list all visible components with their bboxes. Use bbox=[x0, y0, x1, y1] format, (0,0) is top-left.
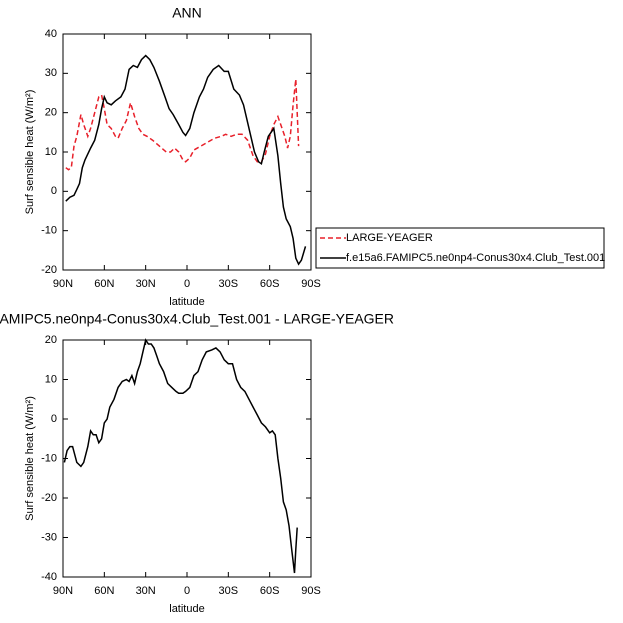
plot-frame bbox=[62, 339, 312, 578]
y-tick-label: 40 bbox=[45, 28, 57, 40]
legend-label: LARGE-YEAGER bbox=[346, 232, 433, 244]
x-tick-label: 90N bbox=[53, 585, 73, 597]
x-tick-label: 0 bbox=[184, 585, 190, 597]
y-tick-label: -40 bbox=[41, 571, 57, 583]
y-tick-label: 0 bbox=[51, 413, 57, 425]
x-tick-label: 30S bbox=[219, 278, 239, 290]
data-line bbox=[65, 54, 307, 266]
y-tick-label: -20 bbox=[41, 492, 57, 504]
x-axis-label: latitude bbox=[169, 296, 204, 308]
x-tick-label: 30N bbox=[136, 585, 156, 597]
y-axis-label: Surf sensible heat (W/m²) bbox=[24, 396, 36, 521]
y-tick-label: -20 bbox=[41, 264, 57, 276]
x-tick-label: 90N bbox=[53, 278, 73, 290]
plot-frame bbox=[62, 33, 312, 271]
legend-box bbox=[315, 227, 605, 269]
x-axis-label: latitude bbox=[169, 603, 204, 615]
chart-title: 6.FAMIPC5.ne0np4-Conus30x4.Club_Test.001… bbox=[0, 311, 394, 327]
legend-label: f.e15a6.FAMIPC5.ne0np4-Conus30x4.Club_Te… bbox=[346, 252, 605, 264]
y-tick-label: 30 bbox=[45, 67, 57, 79]
x-tick-label: 0 bbox=[184, 278, 190, 290]
data-line bbox=[63, 338, 298, 574]
x-tick-label: 60N bbox=[94, 278, 114, 290]
y-tick-label: 10 bbox=[45, 146, 57, 158]
x-tick-label: 90S bbox=[301, 278, 321, 290]
x-tick-label: 90S bbox=[301, 585, 321, 597]
y-axis-label: Surf sensible heat (W/m²) bbox=[24, 90, 36, 215]
y-tick-label: -30 bbox=[41, 531, 57, 543]
y-tick-label: 20 bbox=[45, 107, 57, 119]
x-tick-label: 60N bbox=[94, 585, 114, 597]
y-tick-label: -10 bbox=[41, 225, 57, 237]
y-tick-label: -10 bbox=[41, 452, 57, 464]
x-tick-label: 30N bbox=[136, 278, 156, 290]
x-tick-label: 30S bbox=[219, 585, 239, 597]
x-tick-label: 60S bbox=[260, 585, 280, 597]
x-tick-label: 60S bbox=[260, 278, 280, 290]
chart-title: ANN bbox=[172, 5, 202, 21]
y-tick-label: 0 bbox=[51, 185, 57, 197]
y-tick-label: 20 bbox=[45, 334, 57, 346]
y-tick-label: 10 bbox=[45, 373, 57, 385]
